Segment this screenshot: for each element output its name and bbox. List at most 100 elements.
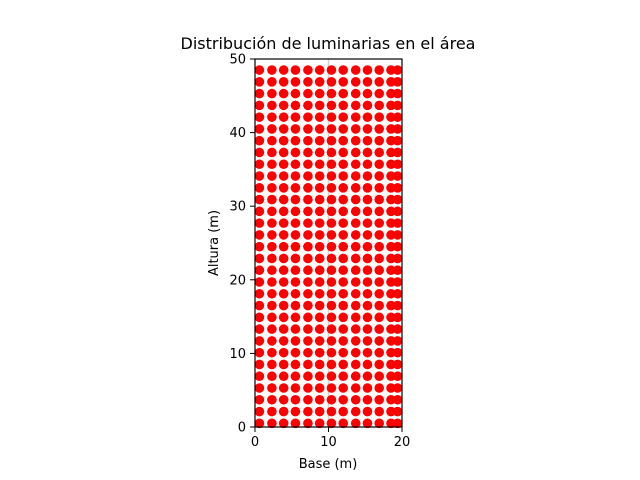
point-r23-c2	[278, 147, 289, 158]
point-r19-c0	[254, 194, 265, 205]
point-r12-c4	[303, 277, 313, 287]
point-r13-c4	[303, 265, 313, 276]
point-r21-c0	[254, 171, 265, 181]
y-axis-label: Altura (m)	[207, 210, 222, 276]
point-r12-c2	[278, 277, 289, 287]
point-r18-c5	[314, 206, 325, 217]
point-r13-c10	[374, 265, 385, 276]
point-r11-c7	[338, 288, 349, 299]
point-r27-c9	[362, 100, 373, 111]
point-r20-c3	[290, 183, 301, 193]
point-r16-c4	[303, 230, 313, 240]
point-r17-c12	[392, 218, 403, 228]
point-r18-c7	[338, 206, 349, 217]
point-r6-c7	[338, 347, 349, 358]
point-r9-c2	[278, 312, 289, 323]
point-r13-c12	[392, 265, 403, 276]
point-r27-c8	[350, 100, 361, 111]
point-r16-c3	[290, 230, 301, 240]
point-r19-c7	[338, 194, 349, 205]
point-r8-c2	[278, 324, 289, 334]
point-r17-c11	[386, 218, 396, 228]
point-r0-c4	[303, 418, 313, 429]
point-r18-c10	[374, 206, 385, 217]
point-r30-c0	[254, 65, 265, 75]
point-r25-c0	[254, 124, 265, 134]
point-r9-c1	[267, 312, 277, 323]
point-r30-c10	[374, 65, 385, 75]
point-r13-c1	[267, 265, 277, 276]
point-r19-c6	[326, 194, 337, 205]
point-r29-c1	[267, 77, 277, 87]
point-r23-c8	[350, 147, 361, 158]
point-r5-c4	[303, 359, 313, 370]
point-r22-c9	[362, 159, 373, 170]
point-r28-c2	[278, 88, 289, 99]
point-r28-c7	[338, 88, 349, 99]
point-r7-c10	[374, 336, 385, 346]
point-r5-c8	[350, 359, 361, 370]
point-r6-c11	[386, 347, 396, 358]
point-r30-c9	[362, 65, 373, 75]
point-r21-c9	[362, 171, 373, 181]
point-r17-c8	[350, 218, 361, 228]
point-r5-c2	[278, 359, 289, 370]
point-r23-c11	[386, 147, 396, 158]
point-r11-c8	[350, 288, 361, 299]
point-r13-c9	[362, 265, 373, 276]
point-r0-c12	[392, 418, 403, 429]
point-r29-c9	[362, 77, 373, 87]
point-r19-c11	[386, 194, 396, 205]
point-r18-c1	[267, 206, 277, 217]
point-r0-c10	[374, 418, 385, 429]
point-r26-c6	[326, 112, 337, 122]
point-r20-c4	[303, 183, 313, 193]
point-r8-c9	[362, 324, 373, 334]
point-r25-c12	[392, 124, 403, 134]
point-r15-c12	[392, 241, 403, 252]
point-r24-c1	[267, 135, 277, 146]
point-r26-c1	[267, 112, 277, 122]
point-r25-c7	[338, 124, 349, 134]
point-r14-c11	[386, 253, 396, 264]
point-r5-c10	[374, 359, 385, 370]
point-r27-c7	[338, 100, 349, 111]
point-r18-c6	[326, 206, 337, 217]
point-r14-c3	[290, 253, 301, 264]
y-tick-label: 0	[238, 421, 246, 436]
point-r2-c2	[278, 394, 289, 405]
point-r4-c8	[350, 371, 361, 382]
point-r13-c7	[338, 265, 349, 276]
plot-area: 0 10 20 0 10 20 30 40 50	[229, 53, 410, 451]
point-r30-c8	[350, 65, 361, 75]
point-r21-c4	[303, 171, 313, 181]
point-r3-c3	[290, 383, 301, 393]
point-r15-c0	[254, 241, 265, 252]
point-r2-c6	[326, 394, 337, 405]
data-points	[254, 65, 403, 429]
point-r6-c8	[350, 347, 361, 358]
point-r24-c9	[362, 135, 373, 146]
point-r0-c0	[254, 418, 265, 429]
point-r28-c9	[362, 88, 373, 99]
point-r30-c2	[278, 65, 289, 75]
point-r1-c5	[314, 406, 325, 417]
point-r23-c0	[254, 147, 265, 158]
point-r8-c4	[303, 324, 313, 334]
point-r25-c6	[326, 124, 337, 134]
point-r9-c8	[350, 312, 361, 323]
point-r8-c11	[386, 324, 396, 334]
point-r29-c12	[392, 77, 403, 87]
point-r2-c11	[386, 394, 396, 405]
point-r26-c5	[314, 112, 325, 122]
point-r23-c3	[290, 147, 301, 158]
chart-title: Distribución de luminarias en el área	[181, 34, 476, 53]
point-r3-c1	[267, 383, 277, 393]
point-r15-c10	[374, 241, 385, 252]
x-axis-label: Base (m)	[299, 457, 358, 472]
point-r12-c6	[326, 277, 337, 287]
point-r16-c6	[326, 230, 337, 240]
point-r7-c7	[338, 336, 349, 346]
point-r4-c6	[326, 371, 337, 382]
